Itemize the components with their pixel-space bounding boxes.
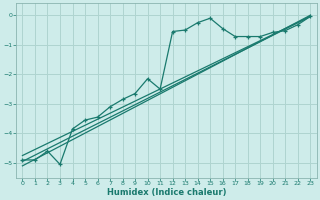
X-axis label: Humidex (Indice chaleur): Humidex (Indice chaleur) [107, 188, 226, 197]
